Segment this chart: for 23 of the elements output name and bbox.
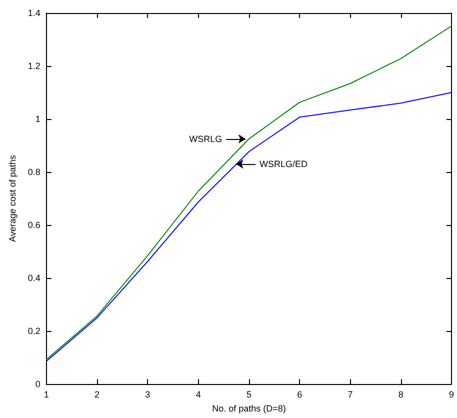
- y-tick-label: 0.8: [28, 167, 40, 178]
- y-tick-label: 0: [35, 379, 40, 390]
- y-tick-label: 1.2: [28, 61, 40, 72]
- x-tick-label: 2: [94, 390, 100, 400]
- x-tick-label: 8: [398, 390, 404, 400]
- y-tick-label: 0.6: [28, 220, 40, 230]
- line-series: [46, 92, 452, 362]
- y-tick-label: 0.2: [28, 326, 40, 336]
- x-tick-label: 7: [348, 390, 353, 400]
- x-axis-title: No. of paths (D=8): [212, 404, 286, 414]
- annotation: WSRLG/ED: [260, 159, 308, 170]
- y-tick-label: 1.4: [28, 8, 40, 18]
- x-tick-label: 4: [196, 390, 201, 400]
- x-tick-label: 5: [246, 390, 252, 400]
- x-tick-label: 9: [448, 390, 454, 400]
- y-tick-label: 0.4: [28, 273, 40, 284]
- x-tick-label: 1: [44, 390, 49, 400]
- x-tick-label: 3: [145, 390, 150, 400]
- line-series: [46, 25, 452, 360]
- x-tick-label: 6: [297, 390, 302, 400]
- y-axis-title: Average cost of paths: [8, 154, 18, 242]
- annotation: WSRLG: [189, 134, 222, 144]
- y-tick-label: 1: [35, 114, 40, 124]
